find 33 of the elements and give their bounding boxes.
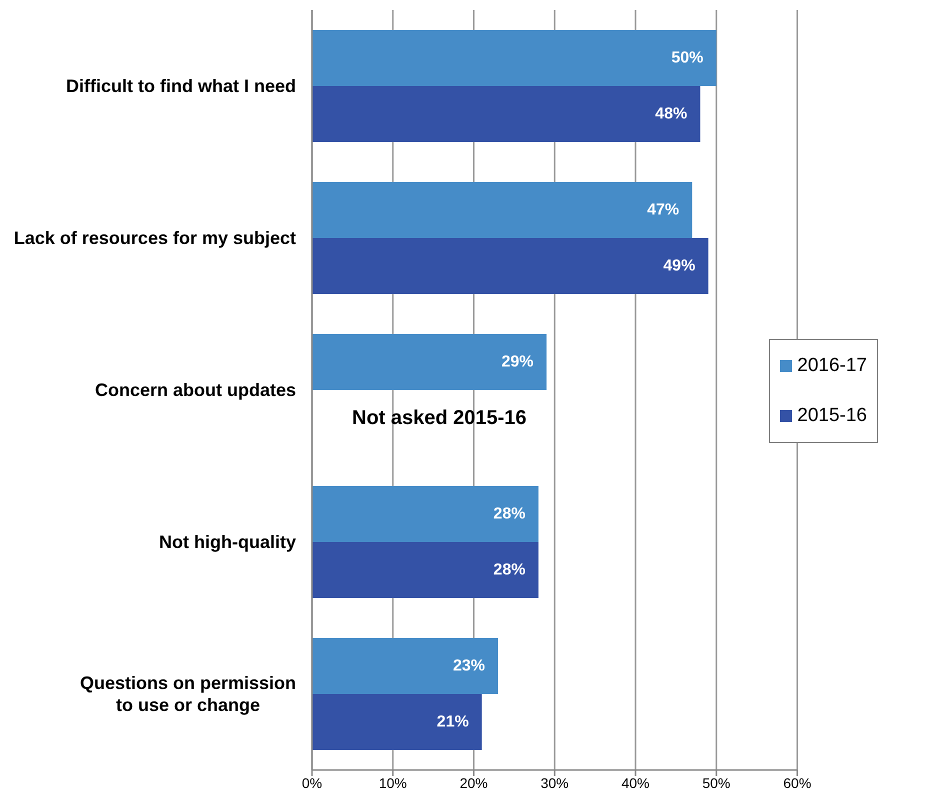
bar [312,694,482,750]
bar [312,182,692,238]
x-tick-label: 10% [378,774,407,791]
x-tick-label: 40% [621,774,650,791]
y-tick-label: Lack of resources for my subject [14,228,296,248]
bar [312,638,498,694]
data-label: 28% [493,562,526,578]
data-label: 23% [452,658,486,674]
x-tick-label: 30% [540,774,569,791]
y-tick-label: Difficult to find what I need [66,76,296,96]
legend-label: 2015-16 [797,404,867,428]
bar [312,486,538,542]
data-label: 28% [493,506,526,522]
x-tick-label: 50% [702,774,730,791]
data-label: 50% [671,50,704,66]
bar [312,238,708,294]
annotation: Not asked 2015-16 [352,406,527,430]
data-label: 49% [663,258,696,274]
y-tick-label: Concern about updates [94,380,296,400]
data-label: 47% [647,202,680,218]
data-label: 29% [502,354,534,370]
bar [312,86,700,142]
data-label: 48% [655,106,688,122]
x-tick-label: 0% [302,774,322,791]
x-tick-label: 60% [783,774,812,791]
x-tick-label: 20% [460,774,488,791]
bar [312,30,716,86]
y-tick-label: Not high-quality [159,532,296,552]
bar [312,542,538,598]
y-tick-label: Questions on permission to use or change [80,673,296,715]
legend-label: 2016-17 [797,354,867,378]
bar [312,334,547,390]
data-label: 21% [436,714,469,730]
